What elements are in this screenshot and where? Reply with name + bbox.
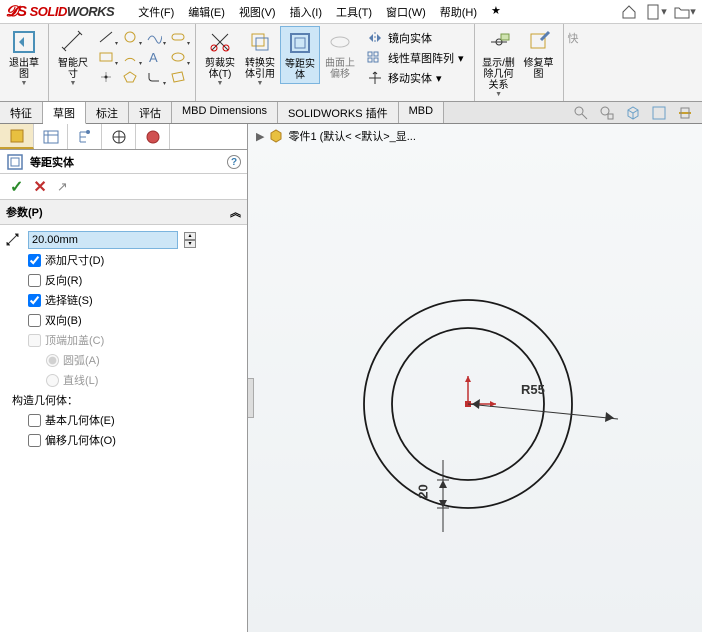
pm-title: 等距实体 [30,154,221,170]
tab-features[interactable]: 特征 [0,102,43,123]
fm-tab-feature[interactable] [0,124,34,149]
menu-bar: 文件(F) 编辑(E) 视图(V) 插入(I) 工具(T) 窗口(W) 帮助(H… [132,2,507,22]
show-relations-button[interactable]: 显示/删除几何关系▼ [479,26,519,101]
pm-confirm-bar: ✓ ✕ ↗ [0,174,247,200]
plane-icon[interactable] [167,68,189,86]
new-icon[interactable]: ▾ [646,2,668,22]
offset-geo-check[interactable]: 偏移几何体(O) [28,432,116,448]
point-icon[interactable] [95,68,117,86]
ellipse-icon[interactable]: ▾ [167,48,189,66]
sketch-canvas [248,124,702,632]
line-icon[interactable]: ▾ [95,28,117,46]
tab-mbd[interactable]: MBD [399,102,444,123]
mirror-button[interactable]: 镜向实体 [362,28,468,48]
manager-tabs [0,124,247,150]
surface-offset-button[interactable]: 曲面上偏移 [320,26,360,82]
offset-dimension[interactable] [437,460,449,532]
polygon-icon[interactable] [119,68,141,86]
ribbon: 退出草图▼ 智能尺寸▼ ▾ ▾ ▾ ▾ ▾ ▾ A ▾ ▾ [0,24,702,102]
text-icon[interactable]: A [143,48,165,66]
graphics-viewport[interactable]: ▶ 零件1 (默认< <默认>_显... [248,124,702,632]
cap-ends-check[interactable]: 顶端加盖(C) [28,332,104,348]
reverse-check[interactable]: 反向(R) [28,272,82,288]
app-logo: 𝓓S SOLIDWORKS [6,3,114,20]
ok-icon[interactable]: ✓ [10,177,23,197]
fm-tab-property[interactable] [34,124,68,149]
trim-button[interactable]: 剪裁实体(T)▼ [200,26,240,90]
command-tabs: 特征 草图 标注 评估 MBD Dimensions SOLIDWORKS 插件… [0,102,702,124]
dim20-label[interactable]: 20 [416,484,431,498]
quick-group: 快 [564,24,583,101]
property-manager: 等距实体 ? ✓ ✕ ↗ 参数(P)︽ ▴▾ 添加尺寸(D) 反向(R) 选择链… [0,124,248,632]
pm-section-params[interactable]: 参数(P)︽ [0,200,247,225]
exit-sketch-button[interactable]: 退出草图▼ [4,26,44,90]
spline-icon[interactable]: ▾ [143,28,165,46]
r55-label[interactable]: R55 [521,382,545,397]
linear-pattern-button[interactable]: 线性草图阵列 ▾ [362,48,468,68]
fm-tab-display[interactable] [136,124,170,149]
offset-icon [6,153,24,171]
add-dimension-check[interactable]: 添加尺寸(D) [28,252,104,268]
convert-button[interactable]: 转换实体引用▼ [240,26,280,90]
arc-icon[interactable]: ▾ [119,48,141,66]
titlebar-tools: ▾ ▾ [618,2,696,22]
menu-help[interactable]: 帮助(H) [434,2,483,22]
base-geo-check[interactable]: 基本几何体(E) [28,412,115,428]
fm-tab-config[interactable] [68,124,102,149]
pm-header: 等距实体 ? [0,150,247,174]
tab-annotate[interactable]: 标注 [86,102,129,123]
fm-tab-dimexpert[interactable] [102,124,136,149]
sketch-tools-grid: ▾ ▾ ▾ ▾ ▾ ▾ A ▾ ▾ [93,26,191,88]
title-bar: 𝓓S SOLIDWORKS 文件(F) 编辑(E) 视图(V) 插入(I) 工具… [0,0,702,24]
section-icon[interactable] [674,103,696,123]
rect-icon[interactable]: ▾ [95,48,117,66]
offset-distance-input[interactable] [28,231,178,249]
bidirectional-check[interactable]: 双向(B) [28,312,82,328]
construct-geo-header: 构造几何体： [12,392,78,408]
zoom-fit-icon[interactable] [570,103,592,123]
select-chain-check[interactable]: 选择链(S) [28,292,93,308]
distance-spinner[interactable]: ▴▾ [184,232,196,248]
menu-view[interactable]: 视图(V) [233,2,282,22]
menu-edit[interactable]: 编辑(E) [182,2,231,22]
move-button[interactable]: 移动实体 ▾ [362,68,468,88]
cap-arc-radio: 圆弧(A) [46,352,100,368]
zoom-area-icon[interactable] [596,103,618,123]
menu-file[interactable]: 文件(F) [132,2,180,22]
tab-mbd-dim[interactable]: MBD Dimensions [172,102,278,123]
menu-window[interactable]: 窗口(W) [380,2,432,22]
pushpin-icon[interactable]: ↗ [57,179,68,195]
distance-icon [4,231,22,249]
fillet-icon[interactable]: ▾ [143,68,165,86]
sketch-origin-icon [465,376,496,407]
home-icon[interactable] [618,2,640,22]
svg-text:A: A [149,50,158,64]
offset-button[interactable]: 等距实体 [280,26,320,84]
tab-sw-plugin[interactable]: SOLIDWORKS 插件 [278,102,399,123]
slot-icon[interactable]: ▾ [167,28,189,46]
tab-sketch[interactable]: 草图 [43,102,86,124]
repair-sketch-button[interactable]: 修复草图 [519,26,559,82]
smart-dimension-button[interactable]: 智能尺寸▼ [53,26,93,90]
cap-line-radio: 直线(L) [46,372,98,388]
cancel-icon[interactable]: ✕ [33,177,46,197]
menu-tool[interactable]: 工具(T) [330,2,378,22]
display-style-icon[interactable] [648,103,670,123]
open-icon[interactable]: ▾ [674,2,696,22]
view-cube-icon[interactable] [622,103,644,123]
menu-star[interactable]: ★ [485,2,507,22]
circle-icon[interactable]: ▾ [119,28,141,46]
menu-insert[interactable]: 插入(I) [284,2,328,22]
tab-evaluate[interactable]: 评估 [129,102,172,123]
pm-help-icon[interactable]: ? [227,155,241,169]
